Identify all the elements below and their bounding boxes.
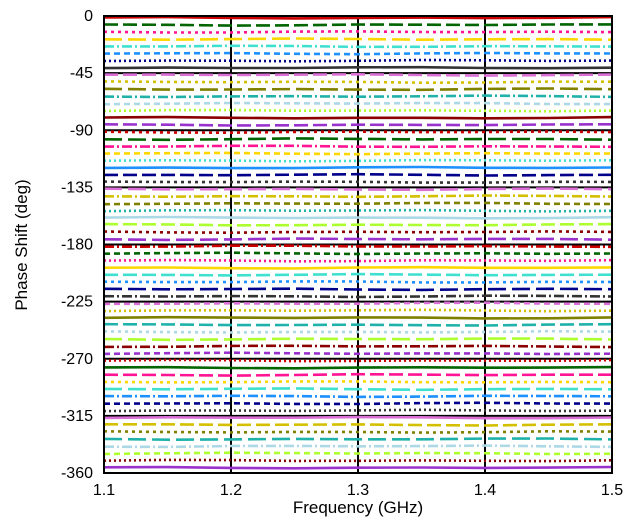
phase-series-line xyxy=(103,394,613,399)
phase-series-line xyxy=(103,380,613,384)
phase-series-line xyxy=(103,65,613,70)
plot-frame xyxy=(103,15,613,474)
phase-series-line xyxy=(103,415,613,420)
phase-series-line xyxy=(103,280,613,284)
phase-series-line xyxy=(103,230,613,235)
y-tick-label: -135 xyxy=(61,179,93,196)
phase-series-line xyxy=(103,23,613,27)
phase-series-line xyxy=(103,337,613,342)
phase-series-line xyxy=(103,401,613,406)
phase-series-line xyxy=(103,72,613,77)
phase-series-line xyxy=(103,80,613,85)
phase-series-line xyxy=(104,172,613,177)
phase-series-line xyxy=(103,315,613,320)
phase-series-line xyxy=(103,215,613,220)
phase-series-line xyxy=(103,187,613,192)
phase-series-line xyxy=(103,451,613,456)
phase-series-line xyxy=(103,372,612,377)
x-tick-label: 1.4 xyxy=(474,482,496,499)
x-tick-labels: 1.1 1.2 1.3 1.4 1.5 xyxy=(93,482,623,499)
phase-series-line xyxy=(103,165,613,170)
phase-series-line xyxy=(103,115,613,120)
phase-series-line xyxy=(103,144,613,149)
phase-series-line xyxy=(103,101,613,106)
y-tick-label: -90 xyxy=(70,122,93,139)
phase-series-line xyxy=(103,30,613,34)
phase-series-line xyxy=(103,365,613,370)
phase-series-line xyxy=(103,123,613,127)
phase-series-line xyxy=(103,201,613,206)
phase-series-line xyxy=(103,222,613,227)
y-tick-label: -315 xyxy=(61,408,93,425)
y-tick-label: -270 xyxy=(61,351,93,368)
phase-series-line xyxy=(103,387,613,392)
phase-series-line xyxy=(103,237,613,242)
phase-series-line xyxy=(103,51,613,56)
phase-series-line xyxy=(103,37,613,42)
x-tick-label: 1.2 xyxy=(220,482,242,499)
phase-series-line xyxy=(103,194,613,199)
phase-series-line xyxy=(103,251,613,256)
phase-series-line xyxy=(103,444,613,449)
phase-series-line xyxy=(103,130,613,135)
phase-series-line xyxy=(103,287,613,292)
y-tick-label: -225 xyxy=(61,294,93,311)
phase-series-line xyxy=(103,94,613,99)
data-series-group xyxy=(103,15,613,470)
phase-series-line xyxy=(103,344,613,349)
phase-series-line xyxy=(104,44,613,49)
phase-series-line xyxy=(103,322,613,327)
phase-series-line xyxy=(103,465,613,470)
phase-series-line xyxy=(103,351,613,356)
phase-series-line xyxy=(103,244,613,249)
x-tick-label: 1.5 xyxy=(601,482,623,499)
x-tick-label: 1.3 xyxy=(347,482,369,499)
phase-series-line xyxy=(103,272,613,277)
phase-series-line xyxy=(103,15,613,20)
phase-series-line xyxy=(103,329,613,334)
phase-series-line xyxy=(103,180,613,184)
phase-series-line xyxy=(103,429,613,434)
x-axis-title: Frequency (GHz) xyxy=(293,498,423,517)
phase-series-line xyxy=(103,301,613,306)
phase-series-line xyxy=(103,137,613,142)
phase-series-line xyxy=(103,294,613,299)
y-tick-label: -180 xyxy=(61,237,93,254)
x-tick-label: 1.1 xyxy=(93,482,115,499)
y-axis-title: Phase Shift (deg) xyxy=(12,179,31,310)
y-tick-label: -360 xyxy=(61,465,93,482)
y-tick-labels: 0 -45 -90 -135 -180 -225 -270 -315 -360 xyxy=(61,8,93,482)
phase-series-line xyxy=(103,265,613,270)
phase-series-line xyxy=(104,422,613,427)
y-tick-label: 0 xyxy=(84,8,93,25)
phase-series-line xyxy=(103,87,613,92)
y-tick-label: -45 xyxy=(70,65,93,82)
phase-series-line xyxy=(103,437,613,442)
phase-series-line xyxy=(103,151,613,156)
